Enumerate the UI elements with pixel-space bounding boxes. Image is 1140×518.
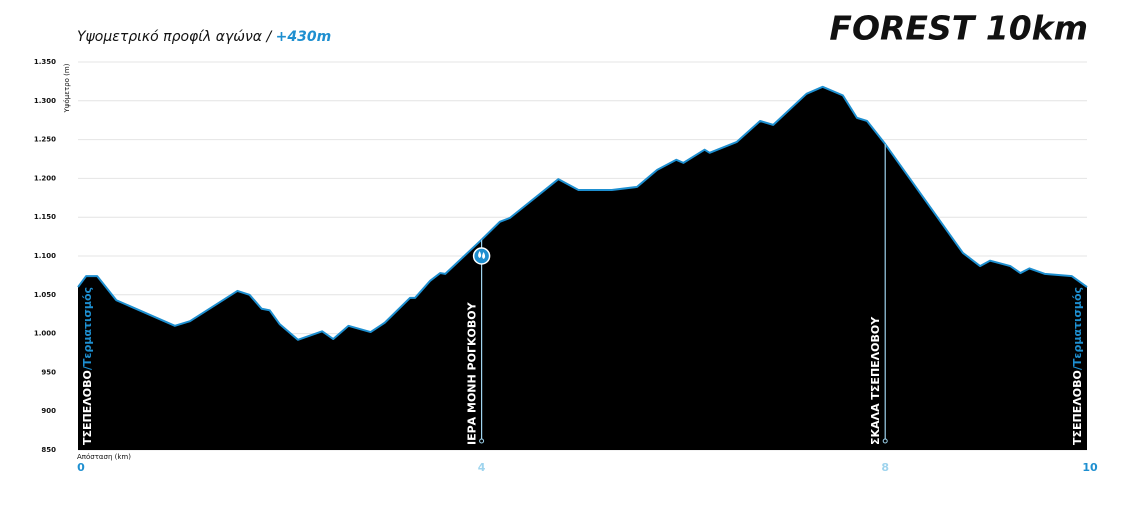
subtitle-highlight: +430m [276,29,332,45]
annotation-label: ΤΣΕΠΕΛΟΒΟ [81,370,94,445]
plot [77,85,1088,450]
x-axis-label: Απόσταση (km) [77,453,131,461]
annotation-label: ΣΚΑΛΑ ΤΣΕΠΕΛΟΒΟΥ [869,316,882,445]
y-tick-label: 1.200 [34,174,56,182]
annotation-label: ΤΣΕΠΕΛΟΒΟ [1071,370,1084,445]
y-tick-label: 950 [41,368,56,376]
annotation: ΤΣΕΠΕΛΟΒΟ/Τερματισμός [1071,287,1084,445]
marker-dot [479,438,485,444]
water-icon [472,247,491,265]
chart-title: FOREST 10km [829,9,1088,48]
annotation-sublabel: /Τερματισμός [1071,287,1084,370]
annotation-label: ΙΕΡΑ ΜΟΝΗ ΡΟΓΚΟΒΟΥ [466,301,479,445]
x-tick-label: 8 [881,461,889,474]
y-tick-label: 1.000 [34,330,56,338]
y-tick-label: 1.250 [34,136,56,144]
chart-subtitle: Υψομετρικό προφίλ αγώνα / +430m [77,29,331,45]
y-axis-label: Υψόμετρο (m) [63,63,71,113]
annotation: ΙΕΡΑ ΜΟΝΗ ΡΟΓΚΟΒΟΥ [466,301,479,445]
y-tick-label: 900 [41,407,56,415]
y-tick-label: 1.350 [34,58,56,66]
marker-dot [882,438,888,444]
y-tick-label: 1.300 [34,97,56,105]
water-drop [478,251,486,259]
annotation: ΣΚΑΛΑ ΤΣΕΠΕΛΟΒΟΥ [869,316,882,445]
y-tick-label: 1.150 [34,213,56,221]
annotation-sublabel: /Τερματισμός [81,287,94,370]
x-tick-label: 10 [1082,461,1098,474]
elevation-area [78,86,1087,450]
x-tick-label: 4 [478,461,486,474]
y-tick-label: 850 [41,446,56,454]
overlay: ΤΣΕΠΕΛΟΒΟ/Τερματισμός ΙΕΡΑ ΜΟΝΗ ΡΟΓΚΟΒΟΥ Σ… [81,144,1084,445]
annotation: ΤΣΕΠΕΛΟΒΟ/Τερματισμός [81,287,94,445]
y-tick-label: 1.050 [34,291,56,299]
subtitle-text: Υψομετρικό προφίλ αγώνα / [77,29,276,45]
x-tick-label: 0 [77,461,85,474]
y-tick-label: 1.100 [34,252,56,260]
elevation-line [77,85,1088,341]
